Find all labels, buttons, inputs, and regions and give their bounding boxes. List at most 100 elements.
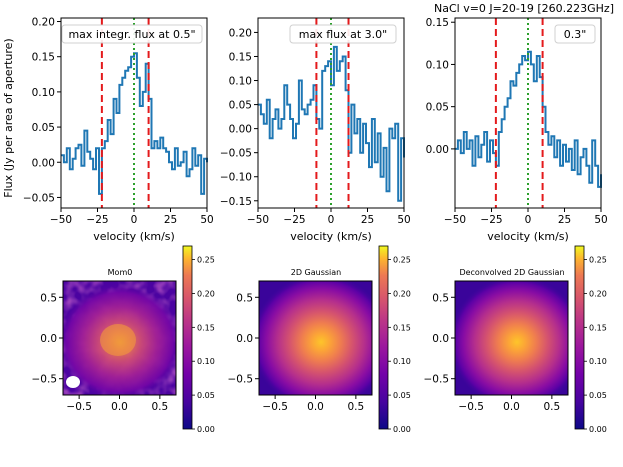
y-tick-label: 0.5: [40, 292, 57, 304]
y-tick-label: 0.10: [32, 87, 55, 99]
colorbar-tick-label: 0.15: [197, 323, 215, 332]
colorbar-tick-label: 0.20: [393, 289, 411, 298]
colorbar-tick-label: 0.20: [197, 289, 215, 298]
colorbar-tick-label: 0.10: [197, 357, 215, 366]
y-tick-label: 0.05: [229, 100, 252, 112]
plot-lines: [61, 18, 208, 208]
x-tick-label: −0.5: [262, 401, 288, 413]
colorbar-tick-label: 0.00: [197, 425, 215, 434]
y-tick-label: −0.15: [220, 196, 252, 208]
colorbar-tick-label: 0.25: [589, 256, 607, 265]
x-tick-label: 0.5: [544, 401, 561, 413]
legend-label: max integr. flux at 0.5": [68, 28, 195, 41]
y-axis-label: Flux (Jy per area of aperture): [2, 38, 15, 197]
legend-label: max flux at 3.0": [299, 28, 387, 41]
heatmap-image: [63, 281, 176, 395]
plot-lines: [455, 18, 602, 208]
map-panel-deconvolved-gaussian: Deconvolved 2D Gaussian −0.5 0.0 0.5 −0.5 0.…: [424, 245, 607, 434]
x-tick-label: 25: [558, 214, 571, 226]
map-title: Mom0: [108, 268, 133, 277]
x-tick-label: 0: [131, 214, 138, 226]
spectrum-panel-2: −50 −25 0 25 50 −0.15 −0.10 −0.05 0.00 0.05 0.10 0.…: [220, 17, 411, 243]
x-axis-label: velocity (km/s): [487, 230, 569, 243]
x-tick-label: 25: [164, 214, 177, 226]
x-tick-label: −50: [444, 214, 466, 226]
y-tick-label: 0.20: [32, 17, 55, 29]
figure-title: NaCl v=0 J=20-19 [260.223GHz]: [434, 2, 614, 15]
y-tick-label: 0.15: [229, 51, 252, 63]
colorbar-ticks: 0.00 0.05 0.10 0.15 0.20 0.25: [192, 256, 215, 434]
y-tick-label: −0.05: [220, 148, 252, 160]
ticks: −50 −25 0 25 50 −0.05 0.00 0.05 0.10 0.15 0.20: [23, 17, 214, 226]
colorbar-tick-label: 0.10: [393, 357, 411, 366]
colorbar-tick-label: 0.25: [393, 256, 411, 265]
y-tick-label: −0.10: [220, 172, 252, 184]
ticks: −0.5 0.0 0.5 −0.5 0.0 0.5: [228, 292, 365, 413]
x-tick-label: 0.0: [307, 401, 324, 413]
heatmap-image: [455, 281, 568, 395]
x-tick-label: −25: [480, 214, 502, 226]
y-tick-label: 0.5: [432, 292, 449, 304]
map-panel-mom0: Mom0 −0.5 0.0 0.5−0.50.00.5 0.000.050.100.…: [32, 245, 215, 434]
legend-label: 0.3": [564, 28, 587, 41]
x-tick-label: 50: [594, 214, 607, 226]
colorbar-tick-label: 0.25: [197, 256, 215, 265]
y-tick-label: −0.5: [424, 374, 450, 386]
colorbar-tick-label: 0.15: [393, 323, 411, 332]
map-title: Deconvolved 2D Gaussian: [459, 268, 564, 277]
y-tick-label: −0.05: [23, 192, 55, 204]
ticks: −0.5 0.0 0.5 −0.5 0.0 0.5: [32, 292, 169, 413]
y-tick-label: 0.0: [40, 333, 57, 345]
x-tick-label: 0.0: [503, 401, 520, 413]
y-tick-label: 0.15: [426, 17, 449, 29]
y-tick-label: −0.5: [32, 374, 58, 386]
y-tick-label: 0.00: [229, 124, 252, 136]
x-tick-label: 50: [200, 214, 213, 226]
x-axis-label: velocity (km/s): [93, 230, 175, 243]
y-tick-label: 0.5: [236, 292, 253, 304]
x-tick-label: −0.5: [66, 401, 92, 413]
legend-box: 0.3": [554, 24, 596, 44]
colorbar: [574, 245, 585, 430]
y-tick-label: 0.20: [229, 27, 252, 39]
y-tick-label: 0.00: [32, 157, 55, 169]
y-tick-label: 0.0: [432, 333, 449, 345]
colorbar-tick-label: 0.00: [589, 425, 607, 434]
x-tick-label: 0: [525, 214, 532, 226]
y-tick-label: 0.10: [229, 76, 252, 88]
ticks: −50 −25 0 25 50 −0.15 −0.10 −0.05 0.00 0.05 0.10 0.…: [220, 27, 411, 226]
x-tick-label: −0.5: [458, 401, 484, 413]
colorbar: [378, 245, 389, 430]
colorbar-ticks: 0.00 0.05 0.10 0.15 0.20 0.25: [388, 256, 411, 434]
y-tick-label: 0.05: [426, 102, 449, 114]
legend-box: max integr. flux at 0.5": [61, 24, 203, 44]
spectrum-panel-3: −50 −25 0 25 50 0.00 0.05 0.10 0.15 0.3" velocit…: [426, 17, 608, 243]
x-tick-label: 0.5: [348, 401, 365, 413]
x-axis-label: velocity (km/s): [290, 230, 372, 243]
x-tick-label: 50: [397, 214, 410, 226]
map-panel-gaussian: 2D Gaussian −0.5 0.0 0.5−0.50.00.5 0.000.0…: [228, 245, 411, 434]
x-tick-label: −50: [50, 214, 72, 226]
plot-lines: [258, 18, 405, 208]
colorbar-tick-label: 0.05: [393, 391, 411, 400]
y-tick-label: 0.0: [236, 333, 253, 345]
x-tick-label: 0.5: [152, 401, 169, 413]
spectrum-panel-1: −50 −25 0 25 50 −0.05 0.00 0.05 0.10 0.15 0.20 max…: [23, 17, 214, 243]
y-tick-label: 0.05: [32, 122, 55, 134]
x-tick-label: 0: [328, 214, 335, 226]
colorbar: [182, 245, 193, 430]
y-tick-label: 0.15: [32, 52, 55, 64]
x-tick-label: −50: [247, 214, 269, 226]
spectrum-line: [258, 45, 405, 202]
legend-box: max flux at 3.0": [289, 24, 397, 44]
colorbar-tick-label: 0.20: [589, 289, 607, 298]
y-tick-label: −0.5: [228, 374, 254, 386]
spectrum-line: [455, 50, 602, 188]
y-tick-label: 0.00: [426, 144, 449, 156]
colorbar-tick-label: 0.05: [197, 391, 215, 400]
colorbar-ticks: 0.00 0.05 0.10 0.15 0.20 0.25: [584, 256, 607, 434]
x-tick-label: −25: [283, 214, 305, 226]
map-title: 2D Gaussian: [291, 268, 342, 277]
x-tick-label: 25: [361, 214, 374, 226]
